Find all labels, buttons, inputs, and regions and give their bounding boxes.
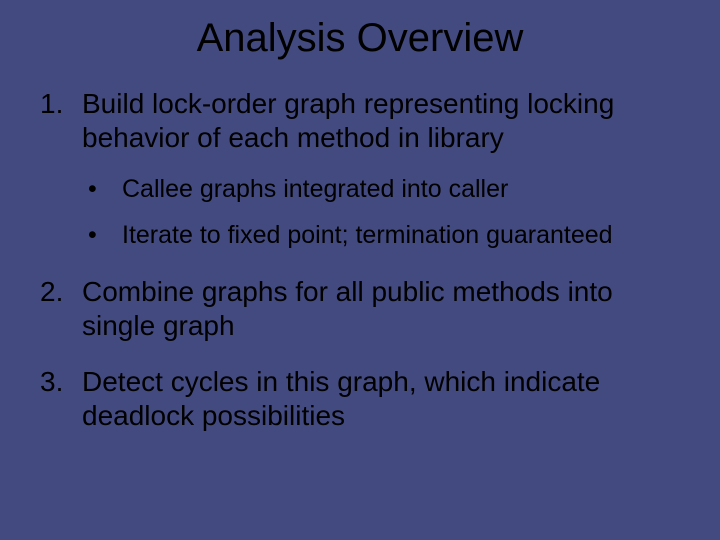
sub-list-item: Callee graphs integrated into caller	[122, 173, 690, 207]
list-item-text: Detect cycles in this graph, which indic…	[82, 366, 600, 431]
sub-list-item: Iterate to fixed point; termination guar…	[122, 219, 690, 253]
main-list: Build lock-order graph representing lock…	[30, 87, 690, 433]
list-item: Combine graphs for all public methods in…	[82, 275, 690, 343]
slide-title: Analysis Overview	[30, 16, 690, 61]
list-item: Detect cycles in this graph, which indic…	[82, 365, 690, 433]
list-item: Build lock-order graph representing lock…	[82, 87, 690, 253]
slide: Analysis Overview Build lock-order graph…	[0, 0, 720, 540]
list-item-text: Combine graphs for all public methods in…	[82, 276, 613, 341]
list-item-text: Build lock-order graph representing lock…	[82, 88, 614, 153]
sub-list: Callee graphs integrated into caller Ite…	[82, 173, 690, 253]
